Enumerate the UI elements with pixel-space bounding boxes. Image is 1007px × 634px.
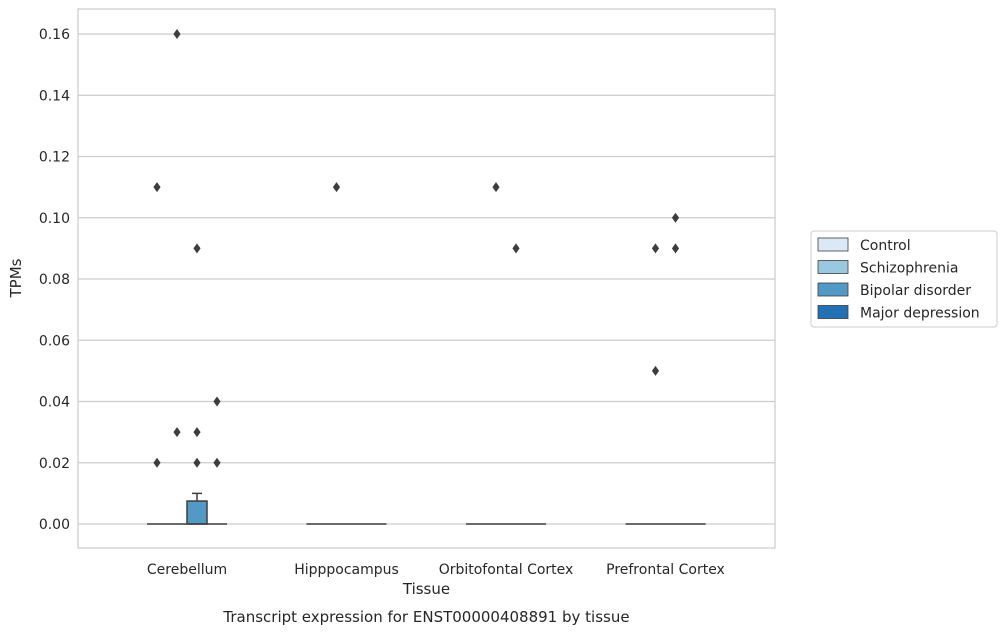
legend-label: Control [860,238,911,254]
y-tick-label: 0.04 [39,395,70,411]
y-tick-label: 0.12 [39,150,70,166]
y-tick-labels: 0.00 0.02 0.04 0.06 0.08 0.10 0.12 0.14 0.16 [39,27,70,533]
x-tick-labels: Cerebellum Hipppocampus Orbitofontal Corte… [147,562,725,578]
outlier-point [193,243,201,254]
x-tick-label: Hipppocampus [294,562,399,578]
outlier-point [651,243,660,254]
outlier-point [671,243,680,254]
boxes [147,492,706,525]
legend-frame [810,230,998,328]
chart-caption: Transcript expression for ENST0000040889… [222,608,629,626]
outlier-point [332,182,341,193]
x-tick-label: Orbitofontal Cortex [439,562,574,578]
outlier-point [153,182,161,193]
x-tick-label: Cerebellum [147,562,227,578]
outlier-point [492,182,500,193]
outlier-point [651,365,660,376]
outlier-point [173,427,181,438]
legend: Control Schizophrenia Bipolar disorder Majo… [810,230,998,328]
legend-label: Major depression [860,306,980,322]
y-tick-label: 0.02 [39,456,70,472]
y-tick-label: 0.10 [39,211,70,227]
y-tick-label: 0.08 [39,272,70,288]
outlier-points [153,29,680,468]
plot-frame [77,8,776,549]
outlier-point [153,457,161,468]
x-tick-label: Prefrontal Cortex [606,562,725,578]
outlier-point [173,29,181,39]
y-tick-label: 0.06 [39,333,70,349]
box-body [186,500,208,525]
legend-swatch [817,305,849,319]
x-axis-title: Tissue [402,580,450,598]
legend-label: Bipolar disorder [860,283,971,299]
legend-swatch [817,237,849,252]
legend-label: Schizophrenia [860,261,958,277]
outlier-point [512,243,520,254]
legend-swatch [817,260,849,274]
outlier-point [213,457,221,468]
gridlines [78,33,775,525]
legend-swatch [817,282,849,297]
y-axis-title: TPMs [7,258,25,298]
outlier-point [213,396,221,407]
outlier-point [671,212,680,223]
y-tick-label: 0.00 [39,517,70,533]
y-tick-label: 0.14 [39,88,70,104]
outlier-point [193,457,201,468]
outlier-point [193,427,201,438]
y-tick-label: 0.16 [39,27,70,43]
